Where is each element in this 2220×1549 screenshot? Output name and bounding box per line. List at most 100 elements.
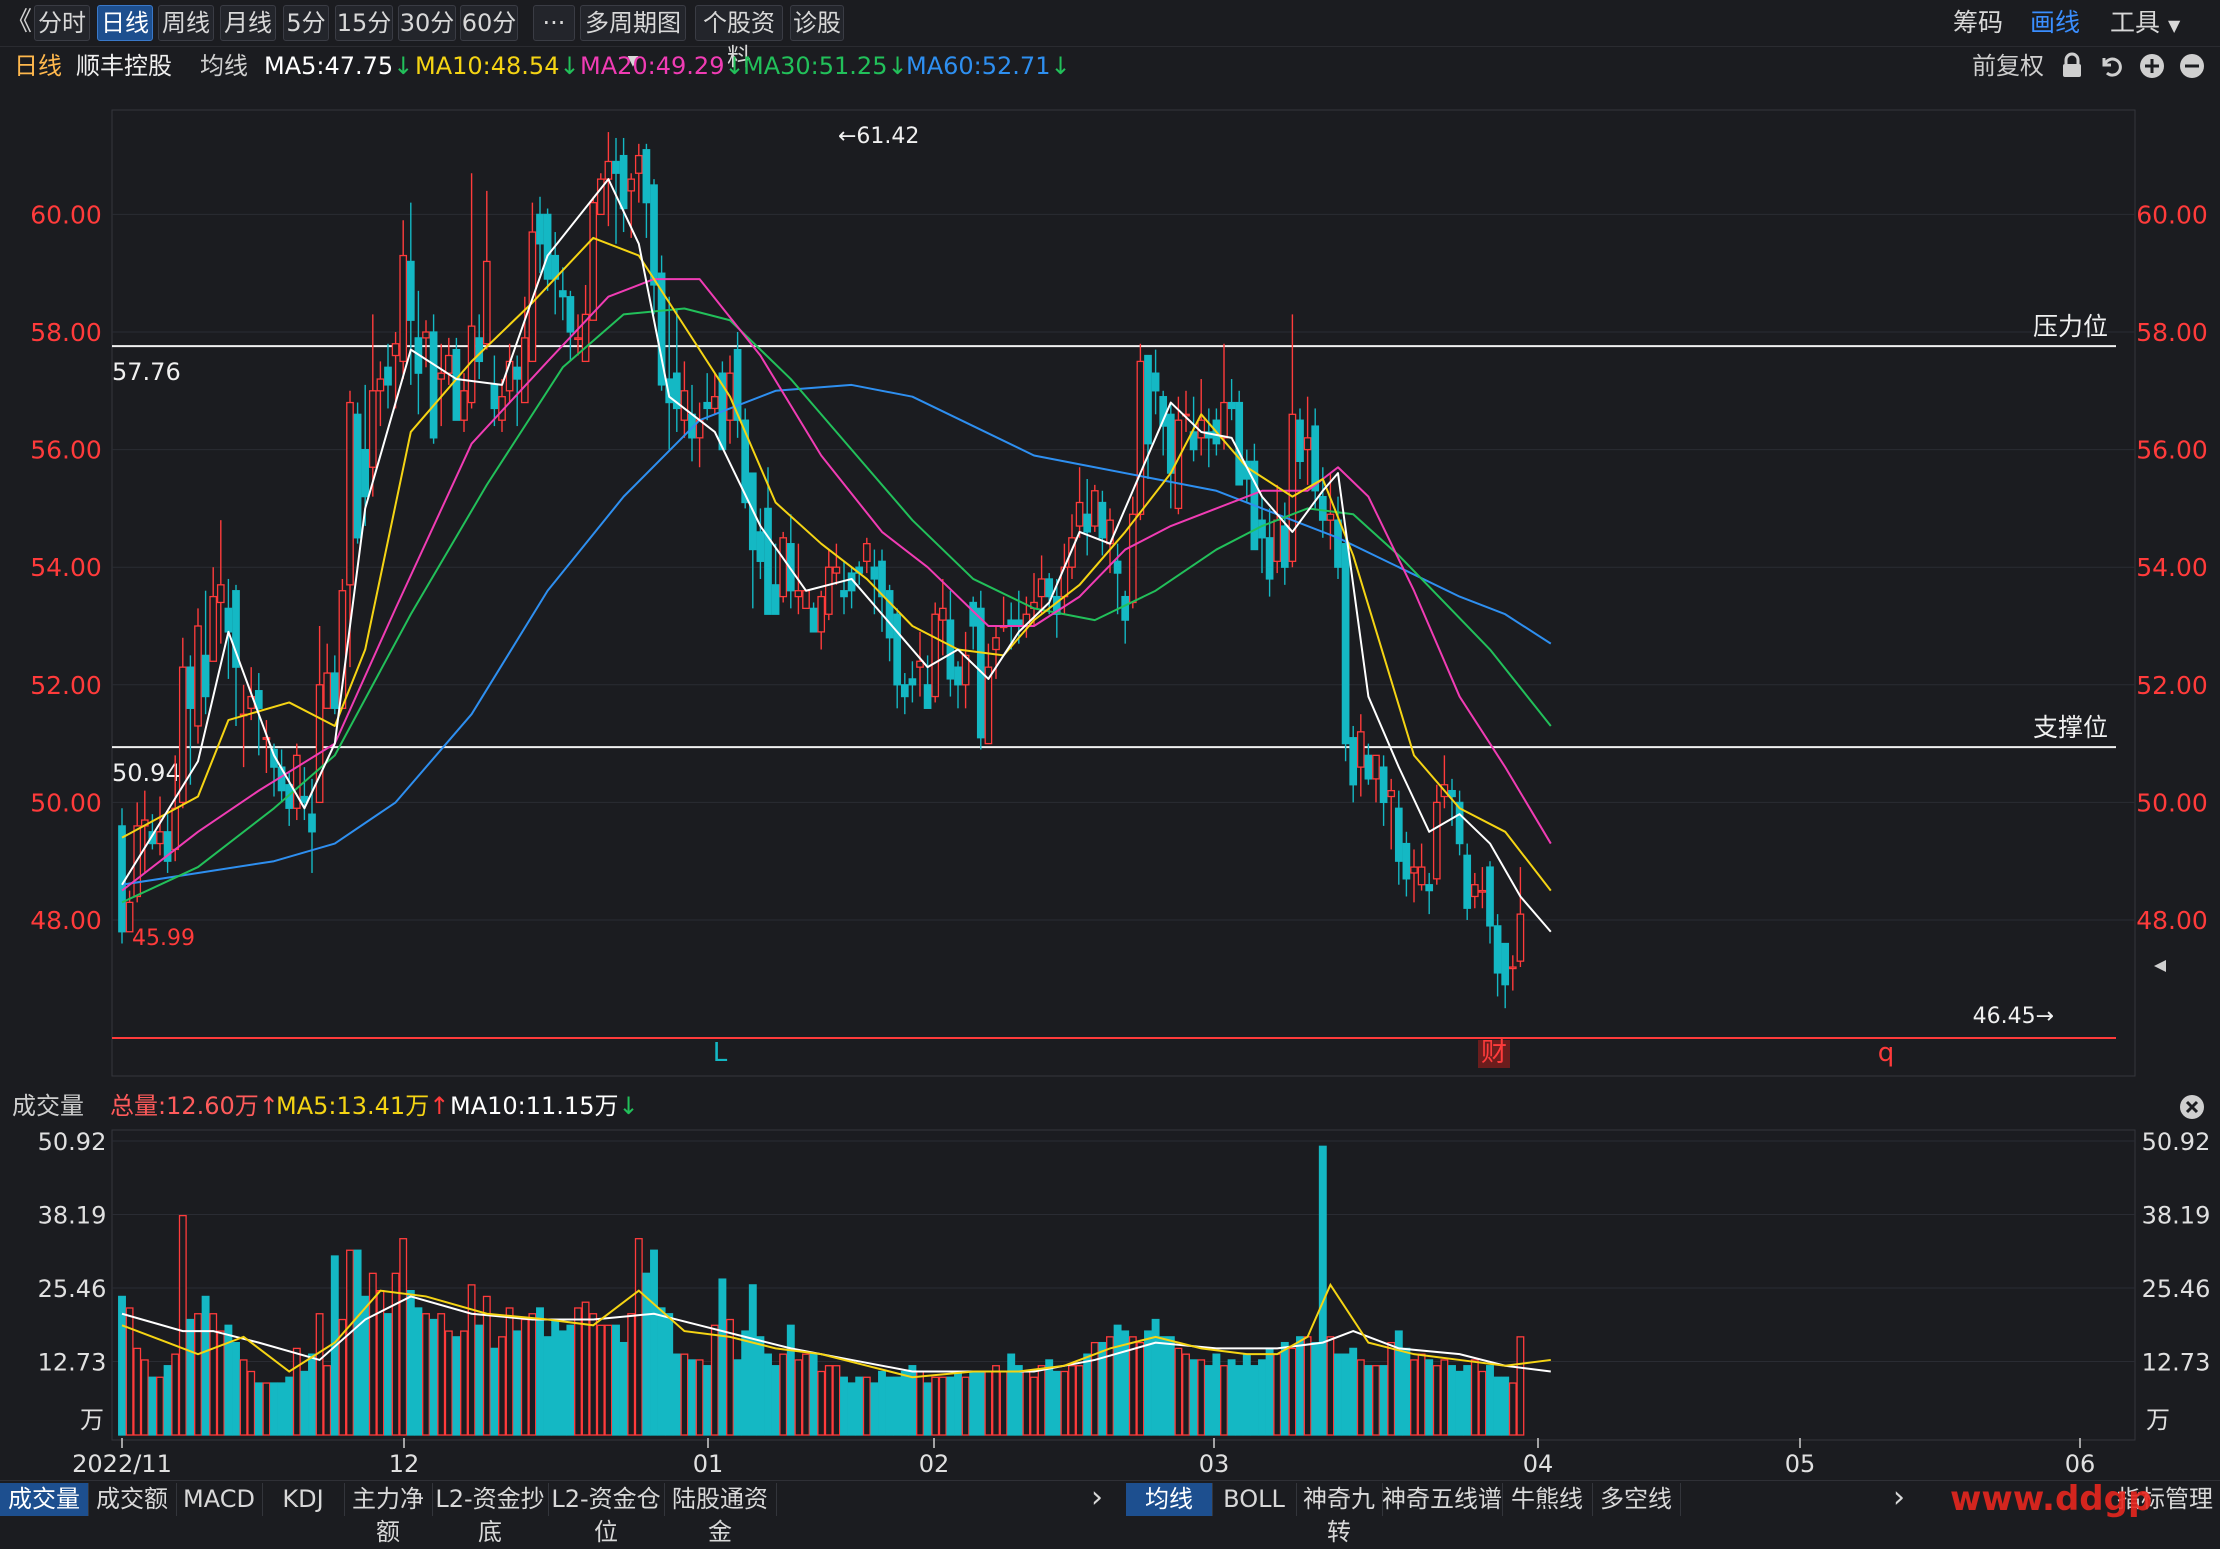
volume-bar[interactable] (1470, 1359, 1479, 1436)
volume-bar[interactable] (520, 1318, 529, 1436)
volume-bar[interactable] (976, 1370, 985, 1436)
period-tab[interactable]: 分时 (34, 5, 90, 41)
candle-body[interactable] (733, 348, 742, 421)
candle-body[interactable] (1068, 537, 1076, 568)
candle-body[interactable] (878, 560, 886, 598)
volume-bar[interactable] (1280, 1341, 1289, 1436)
volume-bar[interactable] (1493, 1376, 1502, 1436)
candle-body[interactable] (779, 537, 788, 598)
volume-bar[interactable] (946, 1376, 955, 1436)
candle-body[interactable] (1387, 789, 1396, 798)
volume-bar[interactable] (391, 1272, 400, 1436)
volume-bar[interactable] (1030, 1376, 1038, 1436)
volume-bar[interactable] (1060, 1370, 1069, 1436)
volume-bar[interactable] (1022, 1370, 1031, 1436)
close-icon[interactable] (2178, 1093, 2206, 1121)
volume-bar[interactable] (1440, 1359, 1449, 1436)
candle-body[interactable] (330, 672, 339, 709)
indicator-tab[interactable]: L2-资金仓位 (548, 1483, 665, 1546)
candle-body[interactable] (1311, 425, 1320, 492)
candle-body[interactable] (1448, 789, 1456, 798)
volume-bar[interactable] (1083, 1353, 1092, 1436)
volume-bar[interactable] (232, 1341, 240, 1436)
candle-body[interactable] (627, 178, 636, 192)
volume-bar[interactable] (254, 1382, 263, 1436)
volume-bar[interactable] (558, 1330, 567, 1436)
indicator-tab[interactable]: KDJ (262, 1483, 345, 1516)
volume-bar[interactable] (612, 1324, 620, 1436)
candle-body[interactable] (216, 584, 225, 604)
volume-bar[interactable] (695, 1359, 704, 1436)
tools-button[interactable]: 工具 ▼ (2110, 6, 2180, 43)
volume-bar[interactable] (186, 1318, 195, 1436)
candle-body[interactable] (1083, 513, 1092, 533)
volume-bar[interactable] (1356, 1359, 1365, 1436)
candle-body[interactable] (186, 666, 195, 709)
volume-bar[interactable] (1075, 1365, 1084, 1436)
candle-body[interactable] (292, 754, 301, 809)
candle-body[interactable] (908, 678, 917, 686)
volume-bar[interactable] (262, 1382, 271, 1436)
candle-body[interactable] (771, 584, 780, 615)
candle-body[interactable] (1273, 519, 1282, 562)
candle-body[interactable] (1075, 501, 1084, 527)
volume-bar[interactable] (1288, 1347, 1297, 1436)
candle-body[interactable] (1372, 754, 1380, 780)
volume-bar[interactable] (1501, 1376, 1510, 1436)
candle-body[interactable] (976, 607, 985, 739)
candle-body[interactable] (361, 448, 370, 498)
volume-bar[interactable] (1258, 1359, 1266, 1436)
candle-body[interactable] (543, 213, 552, 280)
candle-body[interactable] (178, 666, 187, 804)
candle-body[interactable] (824, 566, 833, 615)
candle-body[interactable] (741, 419, 750, 504)
candle-body[interactable] (1136, 360, 1145, 515)
candle-body[interactable] (422, 331, 430, 339)
volume-bar[interactable] (748, 1284, 757, 1436)
volume-bar[interactable] (543, 1336, 552, 1436)
candle-body[interactable] (1098, 501, 1107, 539)
volume-bar[interactable] (840, 1376, 848, 1436)
volume-bar[interactable] (1197, 1359, 1206, 1436)
candle-body[interactable] (475, 337, 484, 363)
volume-bar[interactable] (1486, 1365, 1494, 1436)
period-tab[interactable]: 日线 (97, 5, 153, 41)
volume-bar[interactable] (1242, 1353, 1251, 1436)
volume-bar[interactable] (1227, 1359, 1236, 1436)
volume-bar[interactable] (726, 1318, 734, 1436)
candle-body[interactable] (490, 384, 499, 410)
candle-body[interactable] (1318, 495, 1327, 521)
candle-body[interactable] (444, 354, 453, 374)
candle-body[interactable] (1341, 543, 1350, 745)
volume-bar[interactable] (1174, 1347, 1183, 1436)
overlay-tab[interactable]: BOLL (1212, 1483, 1297, 1516)
volume-bar[interactable] (893, 1376, 902, 1436)
collapse-icon[interactable]: 《 (6, 7, 33, 37)
stock-name[interactable]: 顺丰控股 (76, 52, 172, 80)
volume-bar[interactable] (1448, 1365, 1456, 1436)
candle-body[interactable] (1455, 801, 1464, 845)
volume-bar[interactable] (650, 1249, 658, 1436)
candle-body[interactable] (346, 401, 354, 586)
candle-body[interactable] (460, 390, 468, 421)
volume-bar[interactable] (338, 1318, 347, 1436)
volume-bar[interactable] (733, 1359, 742, 1436)
candle-body[interactable] (961, 654, 970, 686)
volume-bar[interactable] (589, 1313, 598, 1436)
candle-body[interactable] (954, 666, 962, 686)
volume-bar[interactable] (1045, 1359, 1054, 1436)
volume-bar[interactable] (1212, 1353, 1221, 1436)
volume-bar[interactable] (954, 1370, 962, 1436)
period-tab[interactable]: 15分 (335, 5, 393, 41)
candle-body[interactable] (604, 160, 613, 180)
candle-body[interactable] (1486, 866, 1494, 927)
volume-bar[interactable] (1402, 1347, 1411, 1436)
volume-bar[interactable] (482, 1295, 491, 1436)
volume-bar[interactable] (938, 1376, 947, 1436)
volume-bar[interactable] (536, 1307, 544, 1436)
candle-body[interactable] (1144, 354, 1152, 445)
volume-bar[interactable] (1204, 1365, 1213, 1436)
volume-bar[interactable] (277, 1382, 286, 1436)
volume-bar[interactable] (1068, 1365, 1076, 1436)
volume-bar[interactable] (1341, 1353, 1350, 1436)
